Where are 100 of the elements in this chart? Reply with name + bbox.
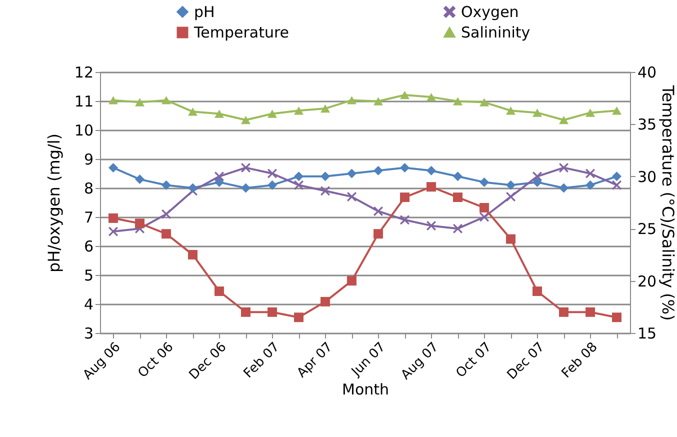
point xyxy=(294,312,304,322)
point xyxy=(374,166,383,176)
point xyxy=(268,110,277,118)
point xyxy=(268,180,277,190)
point xyxy=(320,296,330,306)
point xyxy=(453,97,462,106)
point xyxy=(506,192,516,202)
y2-tick-label: 30 xyxy=(638,168,657,186)
x-tick-label: Oct 07 xyxy=(454,340,495,381)
point xyxy=(559,162,568,172)
point xyxy=(268,307,277,317)
y-tick-label: 4 xyxy=(84,296,94,314)
point xyxy=(453,192,462,202)
x-tick-label: Oct 06 xyxy=(136,340,177,381)
point xyxy=(559,116,568,124)
x-tick-label: Feb 07 xyxy=(241,340,283,382)
point xyxy=(347,192,356,202)
point xyxy=(426,182,436,192)
point xyxy=(214,286,224,296)
point xyxy=(162,229,171,239)
y2-axis-title: Temperature (°C)/Salinity (%) xyxy=(658,84,677,321)
y-tick-label: 6 xyxy=(84,238,94,256)
legend-label: Oxygen xyxy=(461,2,519,21)
y-tick-label: 9 xyxy=(84,150,94,168)
point xyxy=(108,162,118,172)
point xyxy=(347,96,356,104)
point xyxy=(374,97,383,106)
point xyxy=(532,108,542,117)
point xyxy=(453,172,462,182)
x-axis-title: Month xyxy=(342,380,390,398)
point xyxy=(162,180,171,190)
point xyxy=(188,108,198,116)
y-tick-label: 5 xyxy=(84,266,94,284)
point xyxy=(532,172,542,182)
point xyxy=(162,96,171,104)
point xyxy=(108,213,118,223)
point xyxy=(586,108,595,117)
point xyxy=(400,90,410,100)
point xyxy=(347,276,356,286)
point xyxy=(135,174,144,184)
point xyxy=(453,224,462,234)
point xyxy=(480,177,489,187)
point xyxy=(320,186,330,196)
point xyxy=(426,166,436,176)
point xyxy=(188,250,198,260)
point xyxy=(241,183,250,193)
point xyxy=(612,172,622,182)
point xyxy=(559,307,568,317)
y-tick-label: 11 xyxy=(74,92,94,110)
point xyxy=(188,183,198,193)
x-tick-label: Aug 07 xyxy=(398,340,442,383)
point xyxy=(135,98,144,106)
x-tick-label: Jun 07 xyxy=(348,340,389,380)
point xyxy=(506,180,516,190)
point xyxy=(426,220,436,230)
point xyxy=(241,116,250,124)
point xyxy=(347,168,356,178)
x-tick-label: Dec 06 xyxy=(186,340,230,383)
x-tick-label: Aug 06 xyxy=(80,340,124,383)
point xyxy=(559,183,568,193)
point xyxy=(374,229,383,239)
point xyxy=(480,202,489,212)
y-tick-label: 12 xyxy=(74,64,94,82)
y2-tick-label: 20 xyxy=(638,272,657,290)
point xyxy=(612,180,622,190)
point xyxy=(480,98,489,106)
point xyxy=(214,177,224,187)
point xyxy=(241,307,250,317)
point xyxy=(400,215,410,225)
point xyxy=(400,162,410,172)
y-tick-label: 10 xyxy=(74,122,94,140)
point xyxy=(214,110,224,118)
point xyxy=(506,106,516,115)
legend-label: Salininity xyxy=(461,24,530,42)
y2-tick-label: 25 xyxy=(638,220,657,238)
point xyxy=(294,106,304,115)
point xyxy=(374,206,383,216)
y-axis-title: pH/oxygen (mg/l) xyxy=(44,133,64,273)
point xyxy=(586,180,595,190)
point xyxy=(532,177,542,187)
point xyxy=(400,192,410,202)
point xyxy=(320,104,330,113)
point xyxy=(108,96,118,104)
point xyxy=(612,312,622,322)
x-tick-label: Dec 07 xyxy=(504,340,548,383)
y2-tick-label: 15 xyxy=(638,324,657,342)
point xyxy=(162,209,171,219)
x-tick-label: Feb 08 xyxy=(559,340,601,382)
y-tick-label: 8 xyxy=(84,180,94,198)
point xyxy=(294,172,304,182)
x-tick-label: Apr 07 xyxy=(294,340,336,381)
point xyxy=(214,172,224,182)
point xyxy=(294,180,304,190)
point xyxy=(241,162,250,172)
point xyxy=(532,286,542,296)
legend-label: pH xyxy=(194,2,215,21)
point xyxy=(135,218,144,228)
point xyxy=(320,172,330,182)
y2-tick-label: 35 xyxy=(638,116,657,134)
y-tick-label: 3 xyxy=(84,324,94,342)
